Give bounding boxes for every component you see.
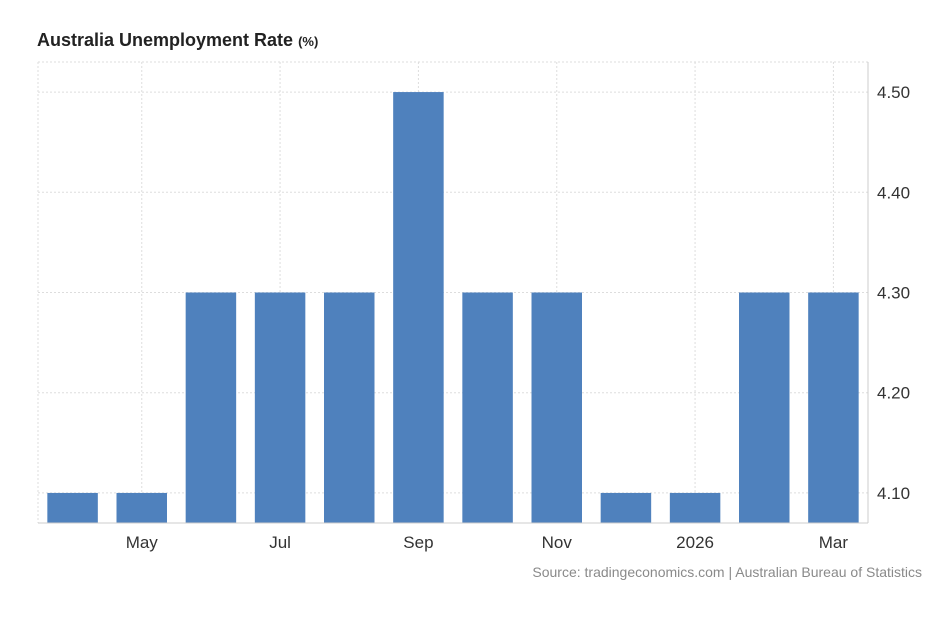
x-tick-label: Mar [819,533,849,552]
chart-title: Australia Unemployment Rate (%) [37,30,318,51]
bar-sep [393,92,444,523]
bar-feb [739,292,790,523]
y-tick-label: 4.10 [877,484,910,503]
x-tick-label: May [126,533,159,552]
bar-nov [531,292,582,523]
bar-jul [254,292,306,523]
chart-title-unit: (%) [298,34,319,49]
bar-jun [185,292,237,523]
bar-oct [462,292,513,523]
bar-dec [600,492,652,523]
y-tick-label: 4.50 [877,83,910,102]
bar-apr [47,492,98,523]
x-tick-label: Jul [269,533,291,552]
x-tick-label: 2026 [676,533,714,552]
bar-may [116,492,167,523]
tick-labels: 4.10 4.20 4.30 4.40 4.50 May Jul Sep Nov 2026 Mar [126,83,910,552]
x-tick-label: Nov [542,533,573,552]
source-note: Source: tradingeconomics.com | Australia… [532,564,922,580]
chart-title-text: Australia Unemployment Rate [37,30,294,50]
bars [47,92,859,523]
y-tick-label: 4.40 [877,183,910,202]
axes [38,62,869,524]
bar-aug [324,292,375,523]
bar-2026 [669,492,721,523]
y-tick-label: 4.20 [877,384,910,403]
y-tick-label: 4.30 [877,284,910,303]
bar-mar [808,292,859,523]
x-tick-label: Sep [403,533,433,552]
